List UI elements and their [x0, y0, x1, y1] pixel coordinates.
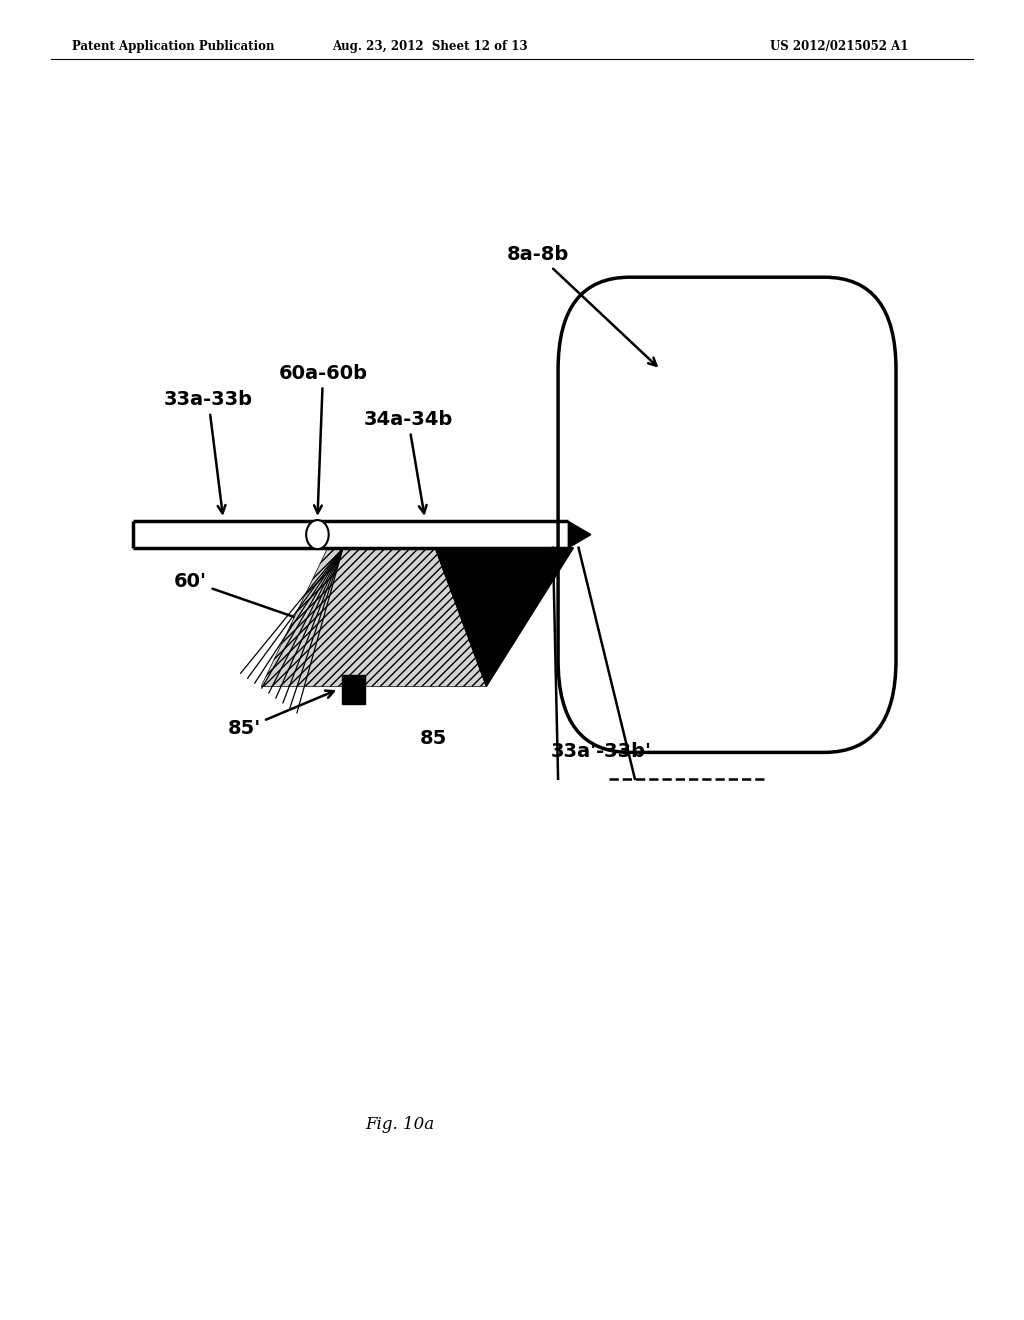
Text: 85: 85 — [420, 729, 447, 747]
Circle shape — [306, 520, 329, 549]
Polygon shape — [261, 548, 486, 686]
Text: 34a-34b: 34a-34b — [364, 411, 453, 513]
Text: Fig. 10a: Fig. 10a — [365, 1117, 434, 1133]
Polygon shape — [568, 521, 591, 548]
FancyBboxPatch shape — [558, 277, 896, 752]
Text: Patent Application Publication: Patent Application Publication — [72, 40, 274, 53]
Text: Aug. 23, 2012  Sheet 12 of 13: Aug. 23, 2012 Sheet 12 of 13 — [332, 40, 528, 53]
Text: 33a'-33b': 33a'-33b' — [551, 742, 652, 760]
Text: 33a-33b: 33a-33b — [164, 391, 253, 513]
Text: 85': 85' — [227, 690, 334, 738]
Polygon shape — [435, 548, 573, 686]
Text: US 2012/0215052 A1: US 2012/0215052 A1 — [770, 40, 909, 53]
Bar — [342, 675, 365, 704]
Text: 60a-60b: 60a-60b — [279, 364, 368, 513]
Text: 60': 60' — [174, 572, 310, 623]
Text: 8a-8b: 8a-8b — [507, 246, 656, 366]
